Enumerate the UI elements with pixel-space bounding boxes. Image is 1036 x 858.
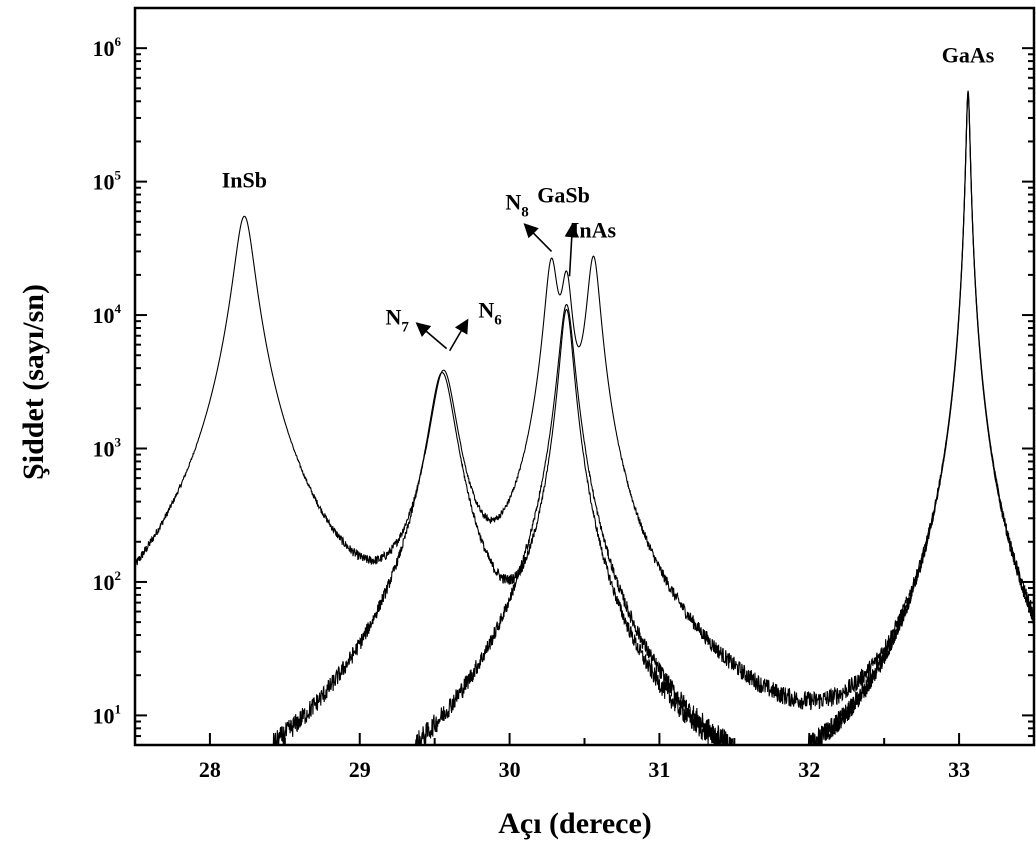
peak-label-text: GaAs bbox=[942, 43, 995, 68]
peak-label: InSb bbox=[222, 168, 267, 193]
peak-label-subscript: 8 bbox=[521, 204, 529, 220]
x-tick-label: 30 bbox=[499, 757, 521, 782]
peak-label-text: N bbox=[478, 297, 494, 322]
x-tick-label: 33 bbox=[948, 757, 970, 782]
y-tick-base: 10 bbox=[93, 703, 115, 728]
peak-label: GaAs bbox=[942, 43, 995, 68]
x-tick-label: 32 bbox=[798, 757, 820, 782]
y-tick-label: 102 bbox=[93, 568, 122, 595]
peak-label: InAs bbox=[571, 218, 617, 243]
peak-label: N7 bbox=[386, 304, 410, 335]
peak-label: GaSb bbox=[537, 182, 590, 207]
plot-frame bbox=[133, 6, 1036, 747]
annotation-arrow bbox=[564, 222, 579, 277]
y-tick-base: 10 bbox=[93, 570, 115, 595]
x-tick-label: 31 bbox=[648, 757, 670, 782]
y-tick-exponent: 3 bbox=[115, 435, 122, 450]
y-tick-label: 103 bbox=[93, 435, 122, 462]
peak-label-subscript: 7 bbox=[401, 319, 409, 335]
y-tick-base: 10 bbox=[93, 170, 115, 195]
annotation-arrow bbox=[448, 318, 469, 352]
peak-label-text: N bbox=[386, 304, 402, 329]
peak-label: N8 bbox=[505, 189, 528, 220]
y-tick-exponent: 1 bbox=[115, 701, 122, 716]
arrow-layer bbox=[415, 222, 579, 352]
peak-label-text: InAs bbox=[571, 218, 617, 243]
y-tick-exponent: 6 bbox=[115, 34, 122, 49]
peak-label: N6 bbox=[478, 297, 502, 328]
y-tick-label: 106 bbox=[93, 34, 122, 61]
peak-label-text: InSb bbox=[222, 168, 267, 193]
peak-label-subscript: 6 bbox=[494, 312, 502, 328]
series-line bbox=[135, 90, 1034, 711]
y-tick-base: 10 bbox=[93, 36, 115, 61]
tick-layer bbox=[134, 7, 1035, 746]
y-tick-exponent: 5 bbox=[115, 168, 122, 183]
x-tick-label: 28 bbox=[199, 757, 221, 782]
peak-label-text: GaSb bbox=[537, 182, 590, 207]
y-axis-title: Şiddet (sayı/sn) bbox=[17, 284, 50, 480]
y-tick-label: 101 bbox=[93, 701, 122, 728]
y-tick-label: 104 bbox=[93, 301, 122, 328]
y-tick-base: 10 bbox=[93, 437, 115, 462]
annotation-arrow bbox=[415, 322, 448, 350]
annotation-arrow bbox=[523, 223, 553, 252]
series-line bbox=[413, 93, 1034, 745]
y-tick-exponent: 2 bbox=[115, 568, 122, 583]
y-tick-label: 105 bbox=[93, 168, 122, 195]
y-tick-base: 10 bbox=[93, 303, 115, 328]
x-axis-title: Açı (derece) bbox=[498, 807, 652, 840]
x-tick-label: 29 bbox=[349, 757, 371, 782]
y-tick-exponent: 4 bbox=[115, 301, 122, 316]
x-tick-labels: 28 29 30 31 32 33 bbox=[199, 757, 970, 782]
peak-label-text: N bbox=[505, 189, 521, 214]
